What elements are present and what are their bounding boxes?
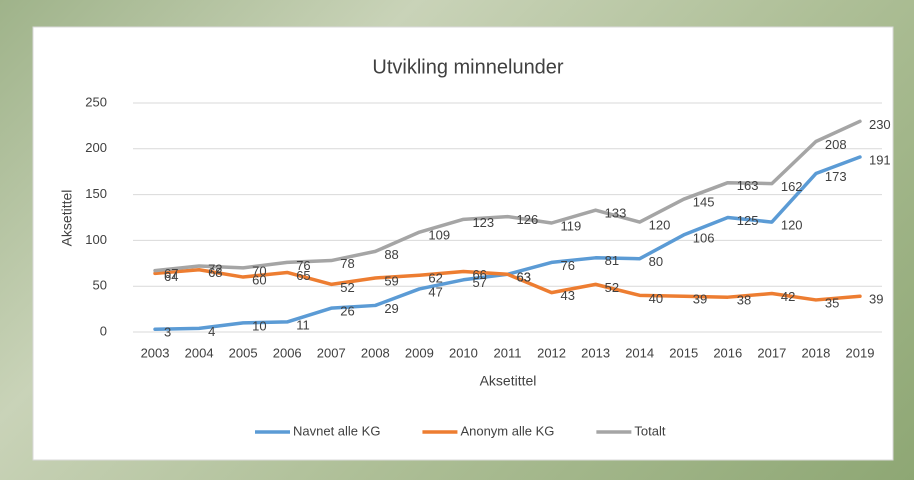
data-label: 126 xyxy=(517,212,539,227)
data-label: 76 xyxy=(296,258,310,273)
x-tick-label: 2011 xyxy=(494,345,522,360)
y-tick-label: 150 xyxy=(85,186,107,201)
y-tick-label: 0 xyxy=(100,323,107,338)
data-label: 120 xyxy=(781,218,803,233)
data-label: 39 xyxy=(869,292,883,307)
series-line xyxy=(153,267,862,302)
data-label: 47 xyxy=(428,284,442,299)
data-label: 52 xyxy=(340,280,354,295)
x-tick-label: 2018 xyxy=(801,345,830,360)
data-label: 133 xyxy=(605,206,627,221)
data-label: 230 xyxy=(869,117,891,132)
y-tick-label: 50 xyxy=(93,278,107,293)
data-label: 40 xyxy=(649,291,663,306)
series-line xyxy=(153,119,862,273)
y-tick-label: 100 xyxy=(85,232,107,247)
data-label: 80 xyxy=(649,254,663,269)
x-tick-label: 2013 xyxy=(581,345,610,360)
chart-title: Utvikling minnelunder xyxy=(372,56,564,78)
data-label: 162 xyxy=(781,179,803,194)
data-label: 38 xyxy=(737,293,751,308)
x-tick-label: 2006 xyxy=(273,345,302,360)
x-tick-label: 2015 xyxy=(669,345,698,360)
data-label: 57 xyxy=(472,275,486,290)
legend-label: Navnet alle KG xyxy=(293,423,380,438)
data-label: 52 xyxy=(605,280,619,295)
x-axis-title: Aksetittel xyxy=(480,373,537,389)
data-label: 35 xyxy=(825,295,839,310)
data-label: 43 xyxy=(561,288,575,303)
chart-area xyxy=(32,26,894,461)
data-label: 4 xyxy=(208,324,215,339)
data-label: 66 xyxy=(472,267,486,282)
x-tick-label: 2017 xyxy=(757,345,786,360)
data-label: 68 xyxy=(208,265,222,280)
legend-label: Anonym alle KG xyxy=(460,423,554,438)
data-label: 191 xyxy=(869,152,891,167)
data-label: 64 xyxy=(164,269,178,284)
x-tick-label: 2016 xyxy=(713,345,742,360)
data-label: 125 xyxy=(737,213,759,228)
data-label: 11 xyxy=(296,317,310,332)
data-label: 106 xyxy=(693,230,715,245)
data-label: 39 xyxy=(693,292,707,307)
x-tick-label: 2008 xyxy=(361,345,390,360)
data-label: 26 xyxy=(340,304,354,319)
x-tick-label: 2019 xyxy=(846,345,875,360)
x-tick-label: 2012 xyxy=(537,345,566,360)
x-tick-label: 2007 xyxy=(317,345,346,360)
x-tick-label: 2010 xyxy=(449,345,478,360)
x-tick-label: 2014 xyxy=(625,345,654,360)
data-label: 208 xyxy=(825,137,847,152)
y-tick-label: 250 xyxy=(85,94,107,109)
data-label: 63 xyxy=(517,270,531,285)
data-label: 145 xyxy=(693,195,715,210)
data-label: 3 xyxy=(164,325,171,340)
y-tick-label: 200 xyxy=(85,140,107,155)
data-label: 163 xyxy=(737,178,759,193)
data-label: 72 xyxy=(208,261,222,276)
data-label: 76 xyxy=(561,258,575,273)
data-label: 65 xyxy=(296,268,310,283)
data-label: 42 xyxy=(781,289,795,304)
data-label: 63 xyxy=(517,270,531,285)
data-label: 109 xyxy=(428,228,450,243)
y-axis-title: Aksetittel xyxy=(59,190,75,247)
data-label: 10 xyxy=(252,318,266,333)
data-label: 59 xyxy=(384,273,398,288)
data-label: 173 xyxy=(825,169,847,184)
x-tick-label: 2005 xyxy=(229,345,258,360)
x-tick-label: 2003 xyxy=(141,345,170,360)
x-tick-label: 2004 xyxy=(185,345,214,360)
data-label: 88 xyxy=(384,247,398,262)
data-label: 70 xyxy=(252,263,266,278)
x-tick-label: 2009 xyxy=(405,345,434,360)
data-label: 119 xyxy=(561,218,582,233)
data-label: 81 xyxy=(605,253,619,268)
data-label: 67 xyxy=(164,266,178,281)
legend-label: Totalt xyxy=(634,423,665,438)
data-label: 120 xyxy=(649,218,671,233)
data-label: 123 xyxy=(472,215,494,230)
data-label: 62 xyxy=(428,271,442,286)
data-label: 60 xyxy=(252,272,266,287)
data-label: 29 xyxy=(384,301,398,316)
data-label: 78 xyxy=(340,256,354,271)
